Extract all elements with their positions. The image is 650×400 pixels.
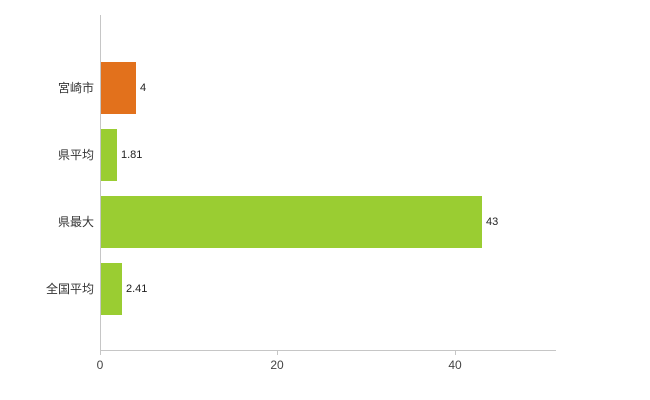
- bar-1: [101, 129, 117, 181]
- x-tick-label: 40: [448, 358, 462, 372]
- x-axis-line: [100, 350, 556, 351]
- x-tick-label: 20: [270, 358, 284, 372]
- x-tick: [100, 350, 101, 355]
- category-label: 全国平均: [45, 282, 94, 296]
- category-label: 宮崎市: [57, 81, 94, 95]
- x-tick-label: 0: [96, 358, 104, 372]
- x-tick: [455, 350, 456, 355]
- bar-0: [101, 62, 136, 114]
- bar-3: [101, 263, 122, 315]
- bar-value-label: 4: [140, 82, 147, 94]
- bar-value-label: 2.41: [126, 283, 148, 295]
- x-tick: [277, 350, 278, 355]
- bar-value-label: 1.81: [121, 149, 143, 161]
- y-axis-line: [100, 15, 101, 351]
- bar-value-label: 43: [486, 216, 499, 228]
- bar-2: [101, 196, 482, 248]
- category-label: 県平均: [57, 148, 94, 162]
- category-label: 県最大: [57, 215, 94, 229]
